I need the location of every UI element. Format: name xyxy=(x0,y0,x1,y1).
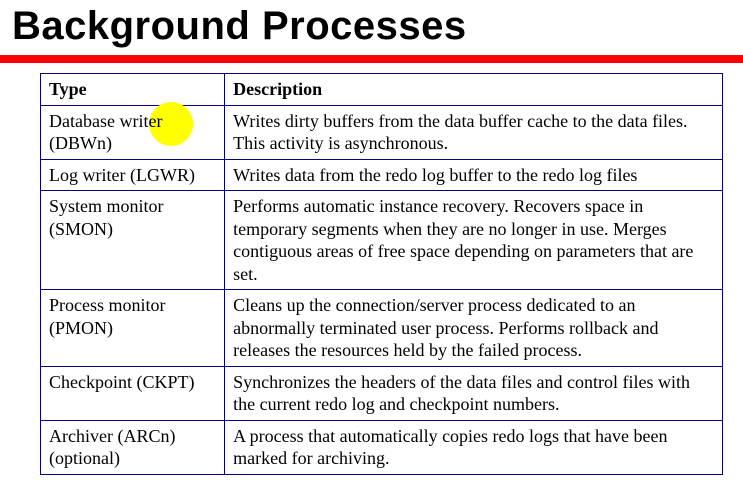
cell-type: System monitor (SMON) xyxy=(41,191,225,290)
cell-description: Synchronizes the headers of the data fil… xyxy=(225,366,723,420)
cell-description: Performs automatic instance recovery. Re… xyxy=(225,191,723,290)
red-divider-bar xyxy=(0,55,743,63)
cell-type-text: Database writer (DBWn) xyxy=(49,111,162,154)
cell-type: Checkpoint (CKPT) xyxy=(41,366,225,420)
table-header-row: Type Description xyxy=(41,74,723,106)
cell-type: Process monitor (PMON) xyxy=(41,290,225,367)
processes-table: Type Description Database writer (DBWn) … xyxy=(40,73,723,475)
cell-description: Cleans up the connection/server process … xyxy=(225,290,723,367)
cell-description: Writes dirty buffers from the data buffe… xyxy=(225,105,723,159)
table-row: Process monitor (PMON) Cleans up the con… xyxy=(41,290,723,367)
table-row: Log writer (LGWR) Writes data from the r… xyxy=(41,159,723,191)
cell-type: Database writer (DBWn) xyxy=(41,105,225,159)
column-header-description: Description xyxy=(225,74,723,106)
cell-type: Log writer (LGWR) xyxy=(41,159,225,191)
column-header-type: Type xyxy=(41,74,225,106)
table-row: Archiver (ARCn) (optional) A process tha… xyxy=(41,420,723,474)
table-row: Checkpoint (CKPT) Synchronizes the heade… xyxy=(41,366,723,420)
page-title: Background Processes xyxy=(0,0,743,49)
cell-description: A process that automatically copies redo… xyxy=(225,420,723,474)
cell-description: Writes data from the redo log buffer to … xyxy=(225,159,723,191)
table-container: Type Description Database writer (DBWn) … xyxy=(0,63,743,475)
table-row: System monitor (SMON) Performs automatic… xyxy=(41,191,723,290)
cell-type: Archiver (ARCn) (optional) xyxy=(41,420,225,474)
table-row: Database writer (DBWn) Writes dirty buff… xyxy=(41,105,723,159)
